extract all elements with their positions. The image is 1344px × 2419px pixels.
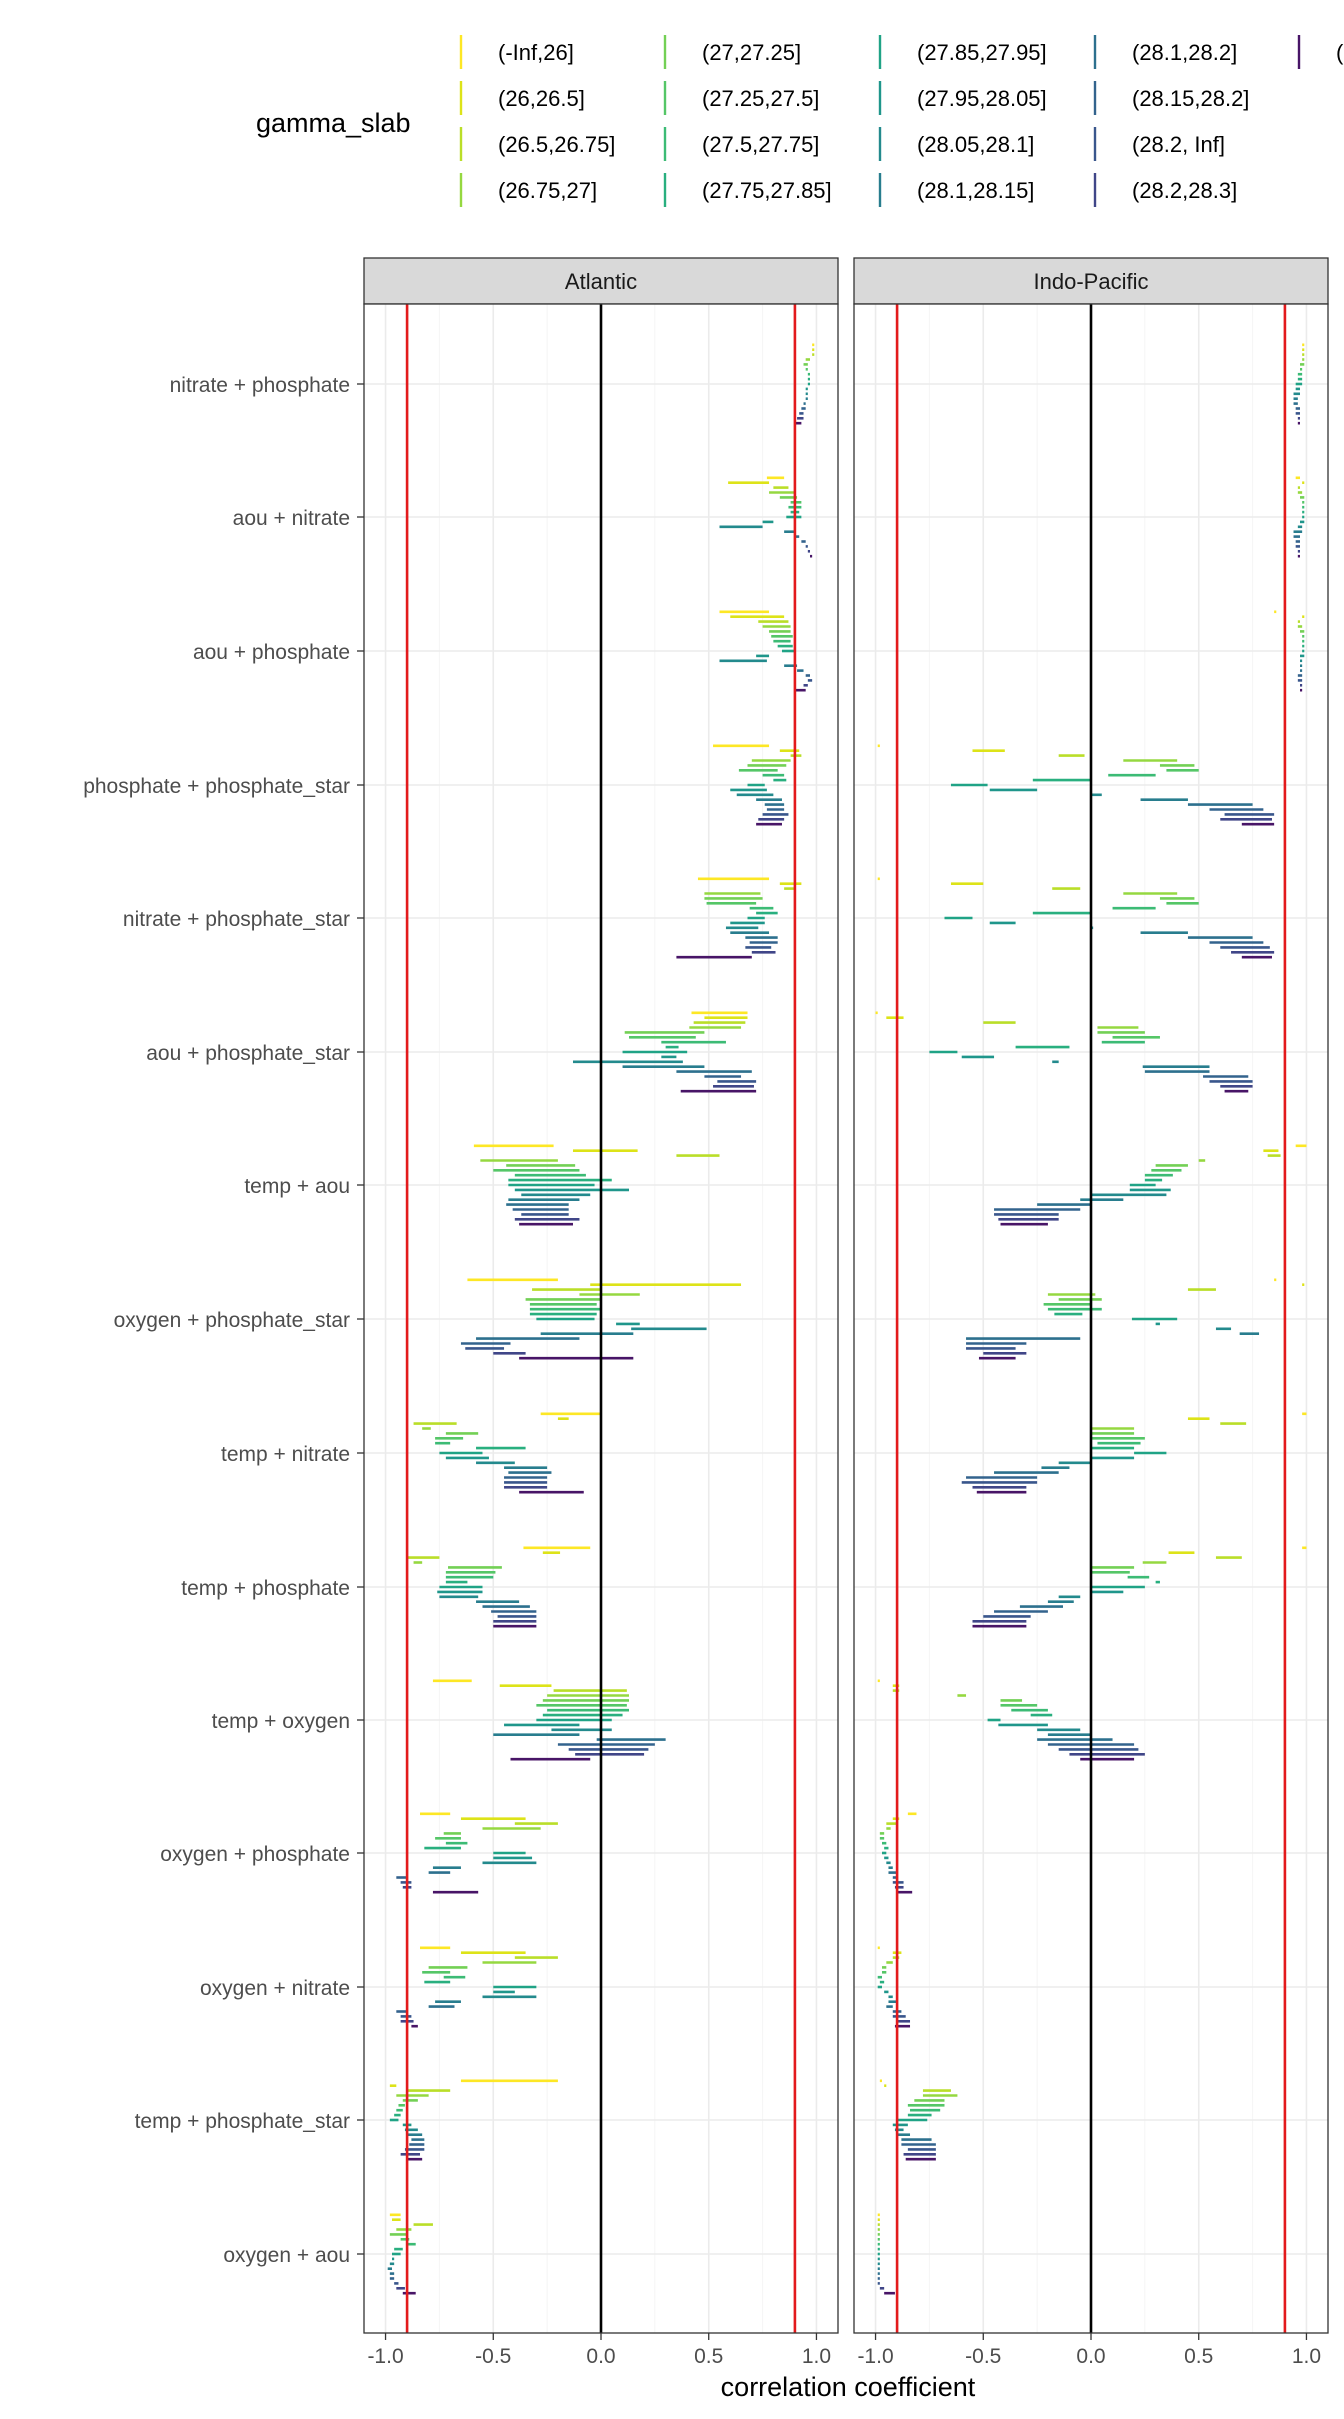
y-tick-label-2: aou + phosphate: [193, 641, 350, 664]
y-tick-label-13: temp + phosphate_star: [135, 2110, 350, 2133]
x-axis-title: correlation coefficient: [721, 2372, 976, 2402]
x-tick-label-0-3: 0.5: [694, 2345, 723, 2368]
legend-label-6: (27.5,27.75]: [702, 132, 819, 157]
y-tick-label-10: temp + oxygen: [212, 1710, 350, 1733]
legend-title: gamma_slab: [256, 108, 411, 138]
panel-strip-1: [853, 257, 1329, 305]
x-tick-label-0-2: 0.0: [586, 2345, 615, 2368]
y-tick-label-0: nitrate + phosphate: [170, 374, 350, 397]
y-tick-label-14: oxygen + aou: [223, 2244, 350, 2267]
legend: gamma_slab (-Inf,26] (26,26.5] (26.5,26.75…: [256, 35, 1344, 207]
x-tick-label-1-4: 1.0: [1292, 2345, 1321, 2368]
panel-title-1: Indo-Pacific: [1034, 269, 1149, 294]
y-tick-label-3: phosphate + phosphate_star: [83, 775, 350, 798]
legend-label-11: (28.1,28.15]: [917, 178, 1034, 203]
legend-label-5: (27.25,27.5]: [702, 86, 819, 111]
legend-label-15: (28.2,28.3]: [1132, 178, 1237, 203]
panel-1: Indo-Pacific: [853, 257, 1329, 2334]
legend-entries: (-Inf,26] (26,26.5] (26.5,26.75] (26.75,27]…: [459, 35, 1344, 207]
x-tick-label-1-3: 0.5: [1184, 2345, 1213, 2368]
y-tick-label-7: oxygen + phosphate_star: [114, 1309, 350, 1332]
panel-strip-0: [363, 257, 839, 305]
y-tick-label-9: temp + phosphate: [181, 1577, 350, 1600]
legend-label-0: (-Inf,26]: [498, 40, 574, 65]
y-axis: nitrate + phosphate aou + nitrate aou + ph…: [83, 374, 364, 2267]
y-tick-label-6: temp + aou: [244, 1175, 350, 1198]
legend-label-8: (27.85,27.95]: [917, 40, 1047, 65]
panel-title-0: Atlantic: [565, 269, 637, 294]
legend-label-14: (28.2, Inf]: [1132, 132, 1225, 157]
y-tick-label-5: aou + phosphate_star: [146, 1042, 350, 1065]
x-tick-label-0-4: 1.0: [802, 2345, 831, 2368]
legend-label-10: (28.05,28.1]: [917, 132, 1034, 157]
legend-label-12: (28.1,28.2]: [1132, 40, 1237, 65]
legend-label-4: (27,27.25]: [702, 40, 801, 65]
legend-label-7: (27.75,27.85]: [702, 178, 832, 203]
legend-label-16: (2: [1336, 40, 1344, 65]
y-tick-label-12: oxygen + nitrate: [200, 1977, 350, 2000]
x-axis: -1.0 -0.5 0.0 0.5 1.0 -1.0 -0.5 0.0 0.5 1.0: [367, 2333, 1321, 2368]
x-tick-label-1-0: -1.0: [857, 2345, 893, 2368]
y-tick-label-4: nitrate + phosphate_star: [123, 908, 350, 931]
legend-label-1: (26,26.5]: [498, 86, 585, 111]
legend-label-3: (26.75,27]: [498, 178, 597, 203]
x-tick-label-0-1: -0.5: [475, 2345, 511, 2368]
y-tick-label-1: aou + nitrate: [233, 507, 350, 530]
x-tick-label-1-2: 0.0: [1076, 2345, 1105, 2368]
y-tick-label-8: temp + nitrate: [221, 1443, 350, 1466]
legend-label-9: (27.95,28.05]: [917, 86, 1047, 111]
x-tick-label-1-1: -0.5: [965, 2345, 1001, 2368]
y-tick-label-11: oxygen + phosphate: [160, 1843, 350, 1866]
x-tick-label-0-0: -1.0: [367, 2345, 403, 2368]
panel-0: Atlantic: [363, 257, 839, 2334]
facet-panels: Atlantic Indo-Pacific: [363, 257, 1329, 2334]
legend-label-13: (28.15,28.2]: [1132, 86, 1249, 111]
legend-label-2: (26.5,26.75]: [498, 132, 615, 157]
